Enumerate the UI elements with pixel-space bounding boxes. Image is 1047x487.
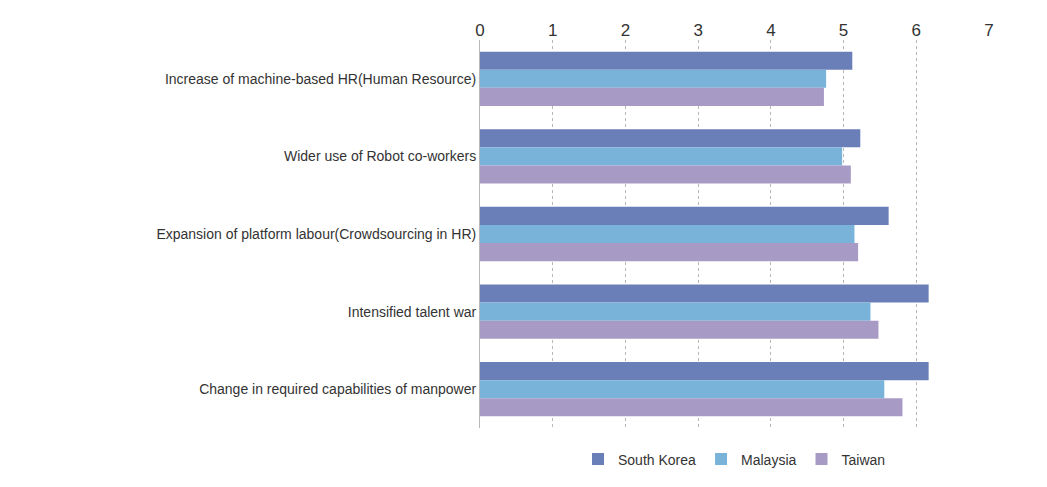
svg-text:3: 3 [693,21,702,40]
svg-text:South Korea: South Korea [618,452,696,468]
svg-text:6: 6 [912,21,921,40]
svg-text:7: 7 [984,21,993,40]
svg-text:5: 5 [839,21,848,40]
svg-text:Malaysia: Malaysia [741,452,796,468]
svg-text:Intensified talent war: Intensified talent war [348,304,477,320]
svg-text:Taiwan: Taiwan [842,452,886,468]
svg-text:4: 4 [766,21,775,40]
svg-text:2: 2 [621,21,630,40]
svg-text:Change in required capabilitie: Change in required capabilities of manpo… [199,381,476,397]
svg-text:Increase of machine-based HR(H: Increase of machine-based HR(Human Resou… [165,71,476,87]
svg-text:1: 1 [548,21,557,40]
svg-text:Expansion of platform labour(C: Expansion of platform labour(Crowdsourci… [156,226,476,242]
svg-text:Wider use of Robot co-workers: Wider use of Robot co-workers [284,148,476,164]
svg-text:0: 0 [475,21,484,40]
